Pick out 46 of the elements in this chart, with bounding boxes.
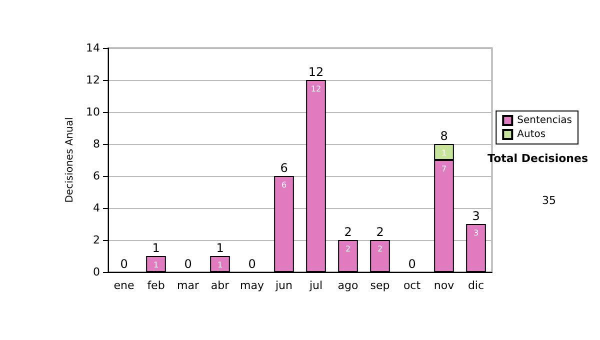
- y-tick-label: 10: [86, 106, 100, 118]
- y-axis-title: Decisiones Anual: [64, 117, 76, 203]
- data-label: 1: [441, 148, 447, 158]
- x-tick-label: jul: [308, 279, 323, 292]
- total-label: 1: [152, 241, 160, 255]
- y-tick-label: 2: [93, 234, 100, 246]
- x-tick-label: ago: [338, 279, 358, 292]
- legend-label: Autos: [517, 129, 546, 140]
- data-label: 12: [310, 84, 322, 94]
- x-tick-label: jun: [274, 279, 293, 292]
- x-tick-label: feb: [147, 279, 165, 292]
- annotation: Total Decisiones: [488, 152, 588, 165]
- total-label: 12: [308, 65, 324, 79]
- y-tick-label: 4: [93, 202, 100, 214]
- x-tick-label: mar: [177, 279, 200, 292]
- data-label: 6: [281, 180, 287, 190]
- data-label: 3: [473, 228, 479, 238]
- y-tick-label: 0: [93, 266, 100, 278]
- y-tick-label: 8: [93, 138, 100, 150]
- total-label: 0: [248, 257, 256, 271]
- data-label: 1: [217, 260, 223, 270]
- total-label: 6: [280, 161, 288, 175]
- y-tick-label: 12: [86, 74, 100, 86]
- total-label: 2: [344, 225, 352, 239]
- total-label: 3: [472, 209, 480, 223]
- x-tick-label: may: [240, 279, 264, 292]
- x-tick-label: nov: [434, 279, 455, 292]
- total-label: 0: [408, 257, 416, 271]
- x-tick-label: sep: [370, 279, 390, 292]
- x-tick-label: abr: [210, 279, 230, 292]
- data-label: 2: [377, 244, 383, 254]
- y-tick-label: 6: [93, 170, 100, 182]
- y-tick-label: 14: [86, 42, 100, 54]
- x-tick-label: dic: [468, 279, 484, 292]
- data-label: 7: [441, 164, 447, 174]
- text: 35: [542, 194, 556, 207]
- data-label: 1: [153, 260, 159, 270]
- total-label: 0: [120, 257, 128, 271]
- legend-label: Sentencias: [517, 115, 572, 126]
- x-tick-label: ene: [114, 279, 134, 292]
- total-label: 8: [440, 129, 448, 143]
- data-label: 2: [345, 244, 351, 254]
- total-label: 1: [216, 241, 224, 255]
- total-label: 0: [184, 257, 192, 271]
- total-label: 2: [376, 225, 384, 239]
- x-tick-label: oct: [403, 279, 422, 292]
